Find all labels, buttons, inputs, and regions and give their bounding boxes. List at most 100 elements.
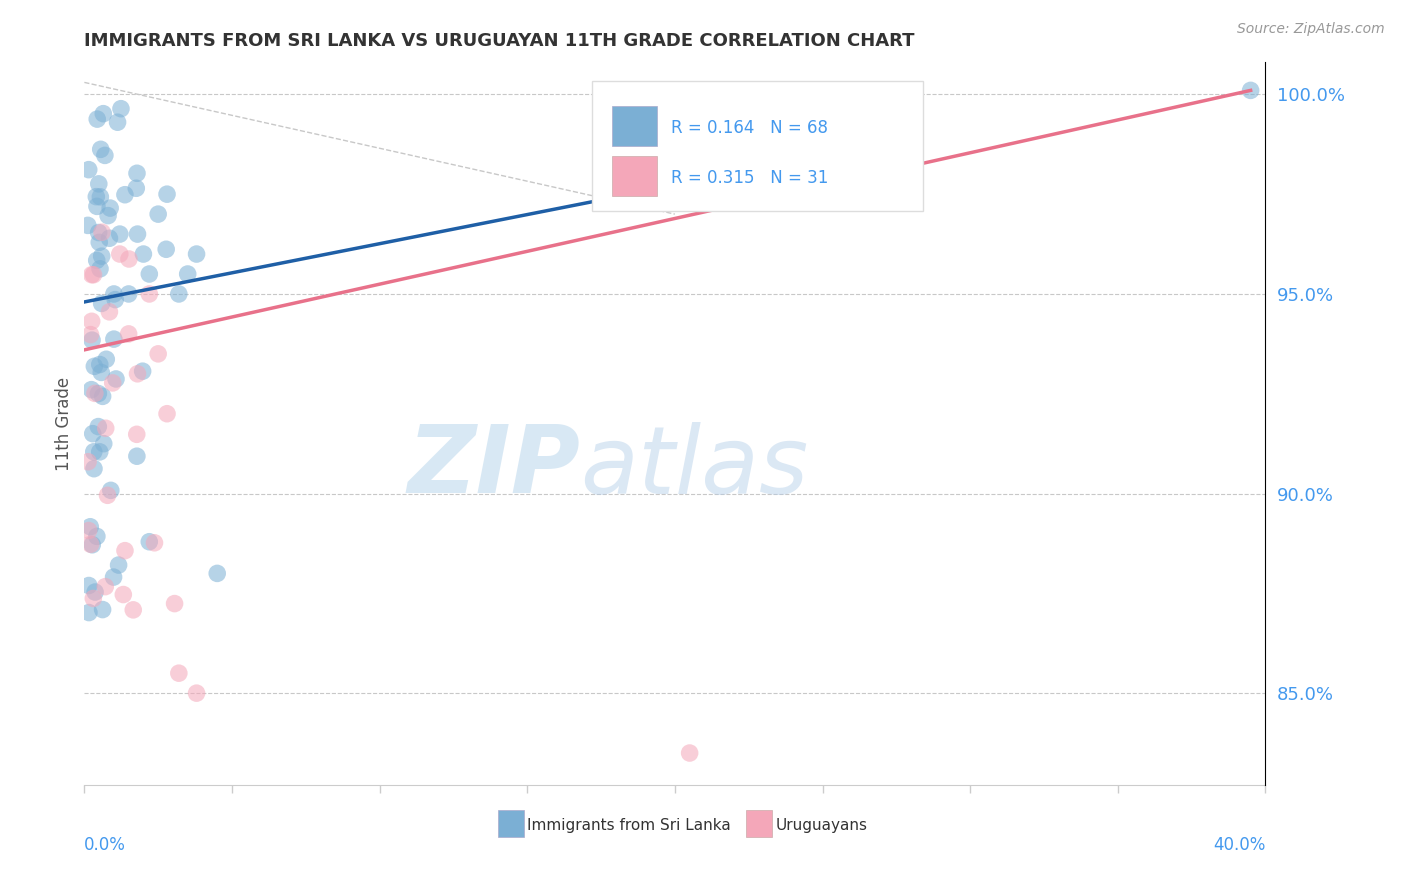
Point — [114, 543, 136, 558]
Point — [156, 187, 179, 202]
Point — [86, 253, 108, 268]
Text: Uruguayans: Uruguayans — [775, 818, 868, 833]
Point — [103, 287, 125, 301]
Point — [91, 225, 114, 239]
Bar — [612, 156, 657, 196]
Point — [1240, 83, 1263, 97]
Bar — [498, 810, 523, 837]
Point — [97, 209, 120, 223]
Point — [156, 407, 179, 421]
Point — [83, 461, 105, 475]
Point — [79, 537, 101, 551]
Point — [98, 201, 121, 215]
Point — [679, 746, 702, 760]
Point — [118, 287, 141, 301]
Point — [82, 538, 104, 552]
Point — [114, 187, 136, 202]
Point — [125, 449, 148, 463]
Point — [177, 267, 200, 281]
Point — [89, 261, 111, 276]
Point — [138, 534, 160, 549]
Point — [80, 383, 103, 397]
Point — [96, 352, 118, 367]
Point — [155, 242, 177, 256]
Point — [83, 268, 105, 282]
Point — [186, 247, 208, 261]
Point — [83, 359, 105, 374]
Point — [125, 166, 148, 180]
Point — [86, 112, 108, 127]
Point — [108, 227, 131, 241]
Point — [96, 488, 118, 502]
Text: R = 0.164   N = 68: R = 0.164 N = 68 — [671, 119, 828, 136]
Point — [127, 367, 149, 381]
Text: atlas: atlas — [581, 422, 808, 513]
Point — [118, 326, 141, 341]
Point — [94, 421, 117, 435]
Point — [91, 389, 114, 403]
Point — [108, 247, 131, 261]
Point — [138, 287, 160, 301]
Point — [87, 386, 110, 401]
Point — [77, 162, 100, 177]
Point — [131, 364, 153, 378]
Point — [103, 332, 125, 346]
Point — [80, 314, 103, 328]
Point — [84, 585, 107, 599]
Point — [100, 483, 122, 498]
Point — [207, 566, 229, 581]
Y-axis label: 11th Grade: 11th Grade — [55, 376, 73, 471]
Text: Immigrants from Sri Lanka: Immigrants from Sri Lanka — [527, 818, 731, 833]
Point — [93, 436, 115, 450]
Point — [77, 606, 100, 620]
Point — [107, 115, 129, 129]
Point — [91, 602, 114, 616]
Text: 40.0%: 40.0% — [1213, 836, 1265, 854]
Point — [94, 148, 117, 162]
Point — [122, 603, 145, 617]
Point — [90, 366, 112, 380]
Point — [86, 529, 108, 543]
Point — [79, 327, 101, 342]
Point — [94, 580, 117, 594]
Point — [186, 686, 208, 700]
Point — [80, 268, 103, 282]
Bar — [745, 810, 772, 837]
Point — [143, 535, 166, 549]
Bar — [612, 106, 657, 145]
Point — [87, 226, 110, 240]
Point — [77, 578, 100, 592]
Point — [89, 235, 111, 250]
FancyBboxPatch shape — [592, 80, 922, 211]
Point — [79, 520, 101, 534]
Point — [90, 249, 112, 263]
Point — [167, 287, 190, 301]
Point — [89, 358, 111, 372]
Point — [83, 386, 105, 401]
Point — [125, 427, 148, 442]
Point — [98, 231, 121, 245]
Point — [148, 207, 170, 221]
Point — [86, 199, 108, 213]
Point — [89, 190, 111, 204]
Point — [86, 189, 108, 203]
Point — [89, 445, 111, 459]
Point — [138, 267, 160, 281]
Point — [90, 296, 112, 310]
Point — [112, 588, 135, 602]
Point — [83, 445, 105, 459]
Point — [87, 419, 110, 434]
Text: IMMIGRANTS FROM SRI LANKA VS URUGUAYAN 11TH GRADE CORRELATION CHART: IMMIGRANTS FROM SRI LANKA VS URUGUAYAN 1… — [84, 32, 915, 50]
Point — [82, 426, 104, 441]
Point — [80, 333, 103, 347]
Point — [77, 524, 100, 538]
Point — [101, 376, 124, 390]
Point — [163, 597, 186, 611]
Point — [127, 227, 149, 241]
Point — [82, 591, 104, 606]
Point — [167, 666, 190, 681]
Point — [77, 455, 100, 469]
Point — [125, 181, 148, 195]
Point — [132, 247, 155, 261]
Text: Source: ZipAtlas.com: Source: ZipAtlas.com — [1237, 22, 1385, 37]
